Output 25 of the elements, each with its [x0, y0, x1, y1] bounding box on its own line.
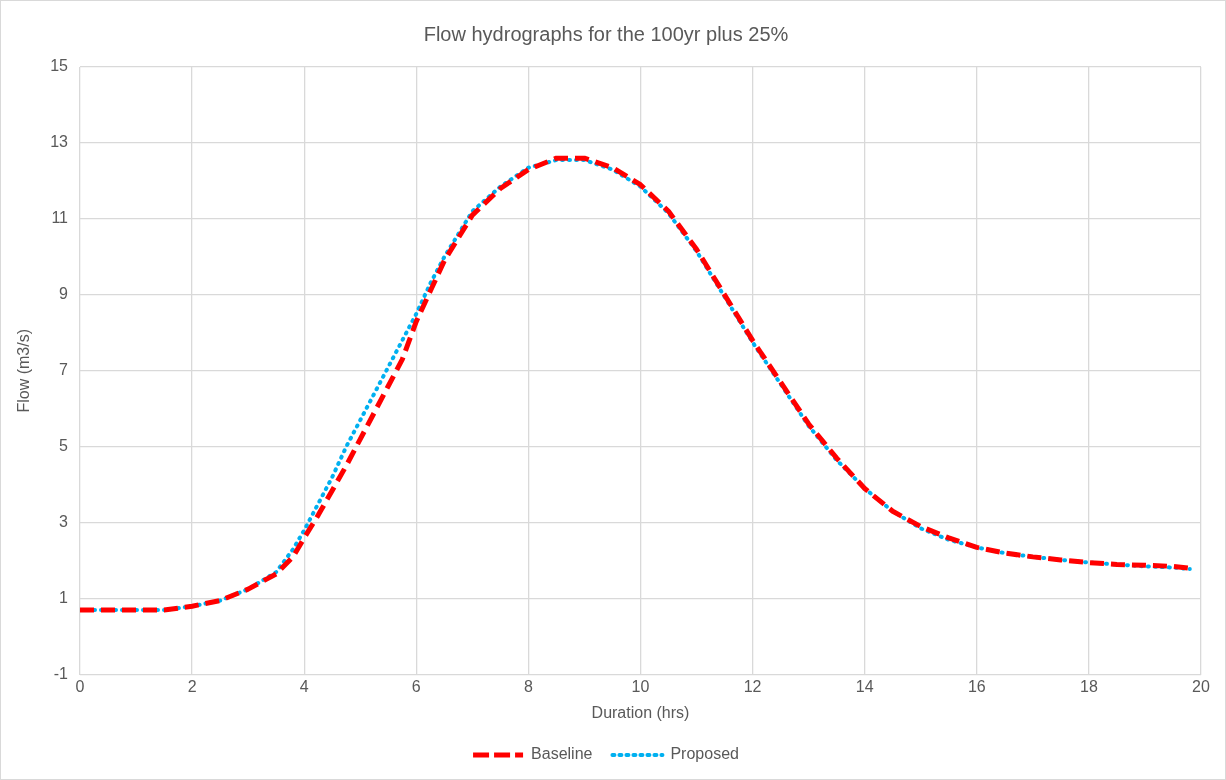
x-tick-label: 0	[75, 677, 85, 695]
x-tick-label: 10	[631, 677, 650, 695]
x-axis-title: Duration (hrs)	[591, 703, 690, 721]
y-tick-label: 13	[50, 133, 69, 151]
x-tick-label: 8	[523, 677, 533, 695]
x-tick-label: 14	[855, 677, 874, 695]
x-tick-label: 16	[967, 677, 986, 695]
legend-label: Baseline	[531, 745, 593, 763]
y-tick-label: 15	[50, 57, 69, 75]
y-tick-label: 5	[59, 437, 69, 455]
y-tick-label: 7	[59, 361, 69, 379]
y-tick-label: -1	[53, 665, 69, 683]
x-tick-label: 6	[411, 677, 421, 695]
x-tick-label: 4	[299, 677, 309, 695]
x-tick-label: 20	[1192, 677, 1210, 695]
y-tick-label: 11	[51, 209, 69, 227]
x-tick-label: 18	[1080, 677, 1098, 695]
x-tick-label: 12	[743, 677, 762, 695]
y-axis-title: Flow (m3/s)	[15, 329, 33, 413]
x-tick-label: 2	[187, 677, 197, 695]
y-tick-label: 9	[59, 285, 69, 303]
chart-title: Flow hydrographs for the 100yr plus 25%	[423, 22, 789, 45]
legend-label: Proposed	[670, 745, 739, 763]
y-tick-label: 3	[59, 513, 69, 531]
y-tick-label: 1	[59, 589, 69, 607]
